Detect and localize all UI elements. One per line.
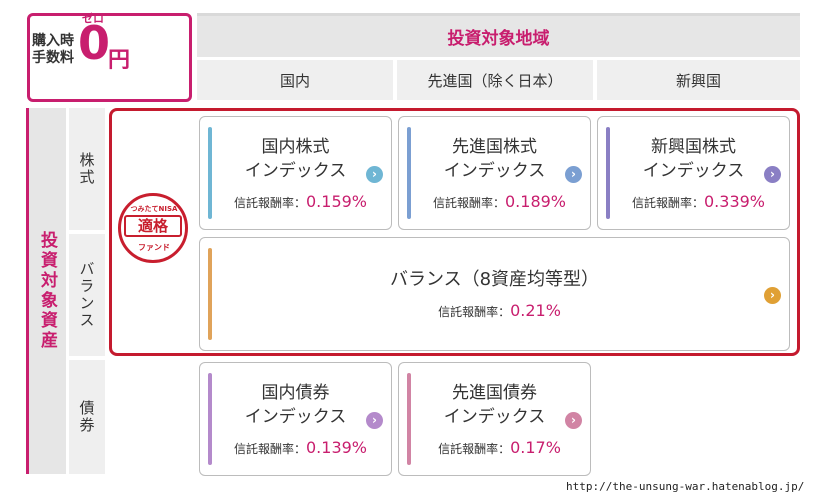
card-accent-bar: [208, 373, 212, 465]
fund-card-balance[interactable]: バランス（8資産均等型） › 信託報酬率：0.21%: [199, 237, 790, 351]
card-accent-bar: [208, 248, 212, 340]
fund-fee: 信託報酬率：0.189%: [432, 192, 567, 211]
source-url: http://the-unsung-war.hatenablog.jp/: [566, 480, 805, 493]
fund-fee: 信託報酬率：0.339%: [631, 192, 766, 211]
nisa-badge: [118, 193, 188, 263]
nisa-badge-mid: 適格: [124, 215, 182, 237]
fund-name: バランス（8資産均等型）: [389, 269, 600, 290]
fund-card-developed-stock[interactable]: 先進国株式 インデックス › 信託報酬率：0.189%: [398, 116, 591, 230]
region-header: 投資対象地域: [197, 13, 800, 57]
chevron-right-icon[interactable]: ›: [366, 166, 383, 183]
fee-ruby: ゼロ: [82, 12, 104, 25]
region-domestic: 国内: [197, 60, 393, 100]
fund-card-domestic-bond[interactable]: 国内債券 インデックス › 信託報酬率：0.139%: [199, 362, 392, 476]
fund-fee: 信託報酬率：0.139%: [233, 438, 368, 457]
nisa-eligible-outline: [109, 108, 800, 356]
card-accent-bar: [606, 127, 610, 219]
chevron-right-icon[interactable]: ›: [764, 166, 781, 183]
asset-stock: 株式: [69, 108, 105, 230]
chevron-right-icon[interactable]: ›: [565, 412, 582, 429]
fee-unit: 円: [108, 48, 131, 73]
fee-amount: 0: [78, 16, 111, 70]
fund-name: 新興国株式 インデックス: [642, 137, 745, 181]
fund-name: 先進国債券 インデックス: [443, 383, 546, 427]
fund-name: 国内債券 インデックス: [244, 383, 347, 427]
card-accent-bar: [208, 127, 212, 219]
fund-card-emerging-stock[interactable]: 新興国株式 インデックス › 信託報酬率：0.339%: [597, 116, 790, 230]
nisa-badge-top: つみたてNISA: [130, 205, 178, 213]
fund-card-domestic-stock[interactable]: 国内株式 インデックス › 信託報酬率：0.159%: [199, 116, 392, 230]
fund-fee: 信託報酬率：0.159%: [233, 192, 368, 211]
fund-card-developed-bond[interactable]: 先進国債券 インデックス › 信託報酬率：0.17%: [398, 362, 591, 476]
region-developed: 先進国（除く日本）: [397, 60, 593, 100]
purchase-fee-label: 購入時 手数料: [32, 33, 74, 66]
fund-fee: 信託報酬率：0.21%: [438, 301, 561, 320]
asset-header: 投資対象資産: [26, 108, 66, 474]
zero-fee-box: [27, 13, 192, 102]
nisa-badge-bottom: ファンド: [138, 243, 170, 252]
fund-name: 国内株式 インデックス: [244, 137, 347, 181]
asset-balance: バランス: [69, 234, 105, 356]
card-accent-bar: [407, 127, 411, 219]
card-accent-bar: [407, 373, 411, 465]
chevron-right-icon[interactable]: ›: [366, 412, 383, 429]
fund-name: 先進国株式 インデックス: [443, 137, 546, 181]
region-emerging: 新興国: [597, 60, 800, 100]
chevron-right-icon[interactable]: ›: [565, 166, 582, 183]
fund-fee: 信託報酬率：0.17%: [438, 438, 561, 457]
chevron-right-icon[interactable]: ›: [764, 287, 781, 304]
asset-bond: 債券: [69, 360, 105, 474]
